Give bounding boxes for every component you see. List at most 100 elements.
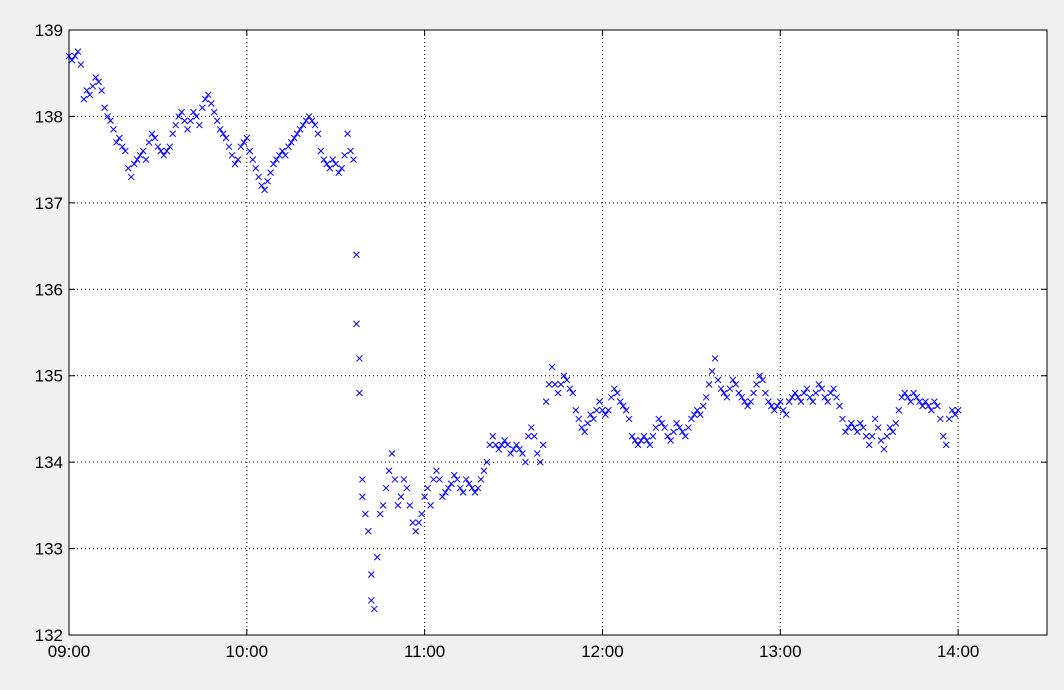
data-point <box>738 393 746 401</box>
data-point <box>456 484 464 492</box>
data-point <box>548 363 556 371</box>
data-point <box>418 510 426 518</box>
data-point <box>264 177 271 185</box>
data-point <box>711 355 719 362</box>
data-point <box>468 484 476 492</box>
data-point <box>433 467 440 475</box>
data-point <box>237 143 245 151</box>
data-point <box>486 441 494 449</box>
y-tick-label: 135 <box>35 367 63 386</box>
data-point <box>121 147 129 155</box>
data-point <box>154 143 162 151</box>
data-point <box>637 437 645 444</box>
data-point <box>453 476 461 483</box>
y-tick-label: 133 <box>35 540 63 559</box>
data-point <box>225 143 233 151</box>
x-tick-label: 13:00 <box>759 642 802 661</box>
data-point <box>412 527 420 535</box>
data-point <box>344 130 351 138</box>
data-point <box>447 480 455 488</box>
data-point <box>184 126 191 133</box>
data-point <box>95 78 102 86</box>
data-point <box>575 415 583 423</box>
data-point <box>359 476 366 483</box>
data-point <box>646 441 654 449</box>
data-point <box>391 476 399 483</box>
data-point <box>139 147 147 155</box>
data-point <box>370 605 378 613</box>
y-tick-label: 134 <box>35 453 63 472</box>
data-point <box>836 402 843 410</box>
data-point <box>394 502 402 509</box>
data-point <box>661 424 669 431</box>
data-point <box>323 160 331 168</box>
data-point <box>584 419 591 427</box>
data-point <box>308 117 316 125</box>
data-point <box>338 164 346 172</box>
data-point <box>110 126 117 133</box>
data-point <box>373 553 381 561</box>
data-point <box>726 385 734 393</box>
data-point <box>948 406 956 414</box>
data-point <box>163 147 171 155</box>
data-point <box>219 130 227 138</box>
data-point <box>86 91 94 99</box>
data-point <box>439 493 446 501</box>
data-point <box>607 393 615 401</box>
data-point <box>750 389 757 397</box>
data-point <box>868 432 876 440</box>
data-point <box>130 160 138 168</box>
data-point <box>290 134 298 142</box>
data-point <box>480 467 488 475</box>
data-point <box>779 406 787 414</box>
data-point <box>492 441 500 449</box>
data-point <box>424 484 431 492</box>
x-tick-label: 09:00 <box>48 642 91 661</box>
data-point <box>720 389 728 397</box>
data-point <box>281 151 289 159</box>
data-point <box>566 385 574 393</box>
data-point <box>593 406 600 414</box>
data-point <box>702 393 710 401</box>
axis-ticks <box>68 29 1047 636</box>
data-point <box>284 143 292 151</box>
data-point <box>931 398 938 405</box>
data-point <box>181 117 188 125</box>
data-point <box>252 164 260 172</box>
data-point <box>845 424 852 431</box>
data-point <box>824 398 832 405</box>
data-point <box>353 320 360 328</box>
data-point <box>865 441 873 449</box>
data-point <box>785 398 793 405</box>
data-point <box>89 82 97 90</box>
data-point <box>204 91 212 99</box>
data-point <box>513 441 520 449</box>
data-point <box>471 489 479 496</box>
data-point <box>527 424 535 431</box>
data-point <box>883 432 891 440</box>
data-point <box>951 411 959 418</box>
data-point <box>406 502 414 509</box>
data-point <box>116 134 123 142</box>
data-point <box>643 437 651 444</box>
data-point <box>359 493 366 501</box>
data-point <box>187 117 194 125</box>
data-point <box>228 151 236 159</box>
data-point <box>516 445 523 453</box>
data-point <box>818 385 826 393</box>
data-point <box>717 385 725 393</box>
data-point <box>450 471 458 479</box>
data-point <box>213 117 221 125</box>
data-point <box>145 139 153 146</box>
data-point <box>578 424 586 431</box>
data-point <box>249 156 257 163</box>
data-point <box>210 108 218 116</box>
data-point <box>175 113 183 120</box>
data-point <box>762 389 769 397</box>
data-point <box>293 130 301 138</box>
data-point <box>240 139 248 146</box>
data-point <box>809 398 817 405</box>
data-point <box>196 121 203 129</box>
